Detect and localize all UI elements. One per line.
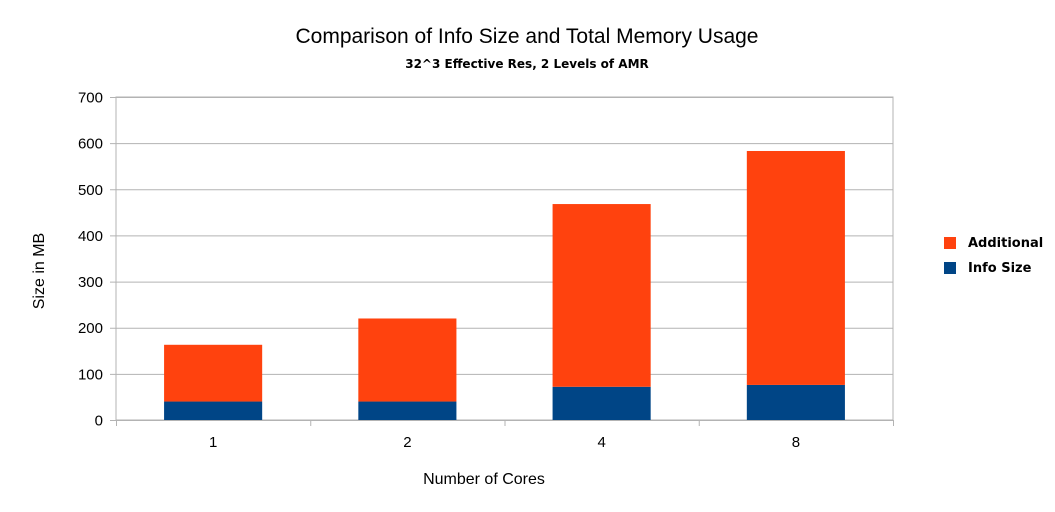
y-tick-label: 600 [78, 136, 103, 153]
bars [164, 150, 845, 420]
x-tick-label: 1 [209, 434, 217, 451]
bar-info-size [358, 401, 457, 420]
legend-label: Additional [968, 236, 1043, 251]
bar-additional [164, 344, 263, 402]
x-tick-label: 4 [597, 434, 605, 451]
y-tick-label: 300 [78, 274, 103, 291]
y-tick-label: 100 [78, 366, 103, 383]
legend-swatch [944, 237, 956, 249]
bar-additional [746, 150, 845, 385]
y-tick-label: 0 [95, 413, 103, 430]
y-axis-title: Size in MB [31, 233, 48, 309]
axes: 0 100 200 300 400 500 600 700 1 2 4 8 [78, 90, 894, 451]
bar-info-size [746, 384, 845, 420]
y-tick-label: 200 [78, 320, 103, 337]
legend: Additional Info Size [944, 236, 1043, 276]
bar-info-size [164, 401, 263, 420]
chart-subtitle: 32^3 Effective Res, 2 Levels of AMR [405, 57, 649, 71]
bar-info-size [552, 386, 651, 420]
bar-additional [552, 204, 651, 387]
y-tick-label: 700 [78, 90, 103, 107]
y-tick-label: 500 [78, 182, 103, 199]
bar-additional [358, 318, 457, 402]
x-tick-label: 2 [403, 434, 411, 451]
x-tick-label: 8 [792, 434, 800, 451]
legend-swatch [944, 262, 956, 274]
y-tick-label: 400 [78, 228, 103, 245]
chart-title: Comparison of Info Size and Total Memory… [295, 25, 758, 48]
legend-label: Info Size [968, 261, 1032, 276]
x-axis-title: Number of Cores [423, 471, 545, 488]
